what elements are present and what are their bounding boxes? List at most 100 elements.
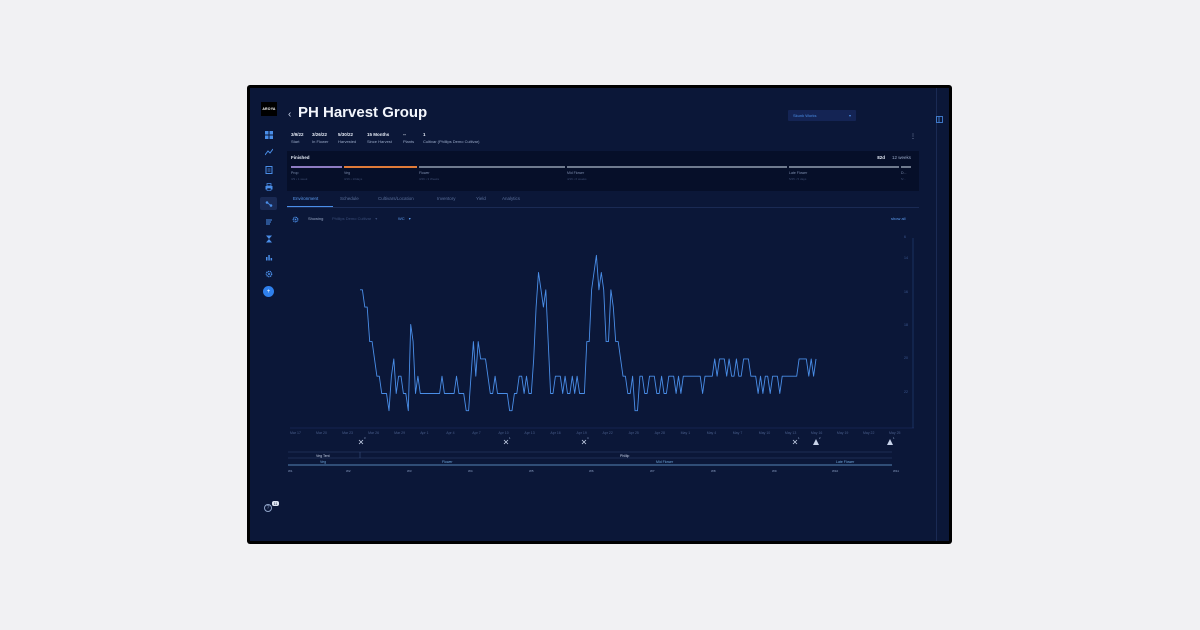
tab-yield[interactable]: Yield xyxy=(476,196,486,201)
x-tick-label: Apr 4 xyxy=(446,431,454,435)
week-label: W3 xyxy=(407,469,412,473)
alert-triangle-icon xyxy=(887,439,893,445)
x-tick-label: May 16 xyxy=(811,431,823,435)
x-tick-label: May 19 xyxy=(837,431,849,435)
panel-toggle-icon[interactable] xyxy=(936,116,944,124)
y-tick-label: 14 xyxy=(904,256,908,260)
parameter-selector[interactable]: WC ▾ xyxy=(398,216,411,221)
tab-cultivars-location[interactable]: Cultivars/Location xyxy=(378,196,414,201)
tab-inventory[interactable]: Inventory xyxy=(437,196,456,201)
app-logo[interactable]: AROYA xyxy=(261,102,277,116)
stage-bar-mid-flower xyxy=(567,166,787,168)
event-count-label: 3 xyxy=(364,436,366,440)
showing-label: Showing xyxy=(308,216,324,221)
cultivar-selector-value: Phillips Demo Cultivar xyxy=(332,216,372,221)
stage-label: Mid Flower xyxy=(567,171,585,175)
week-label: W1 xyxy=(288,469,293,473)
week-label: W6 xyxy=(589,469,594,473)
stage-status: Finished xyxy=(291,155,310,160)
stage-row-label: Late Flower xyxy=(836,460,855,464)
clipboard-icon[interactable] xyxy=(263,164,274,175)
event-marker-icon xyxy=(358,439,364,445)
meta-label: Cultivar (Phillips Demo Cultivar) xyxy=(423,139,480,144)
layers-icon[interactable] xyxy=(263,216,274,227)
meta-in-flower: 3/26/22 In Flower xyxy=(312,132,328,144)
x-tick-label: May 13 xyxy=(785,431,797,435)
event-count-label: 1 xyxy=(893,436,895,440)
meta-label: Start xyxy=(291,139,300,144)
event-count-label: 1 xyxy=(509,436,511,440)
stage-label: Late Flower xyxy=(789,171,808,175)
active-tab-indicator xyxy=(287,206,333,207)
alert-triangle-icon xyxy=(813,439,819,445)
right-panel-divider xyxy=(936,88,937,541)
cultivar-selector[interactable]: Phillips Demo Cultivar ▾ xyxy=(332,216,377,221)
help-icon[interactable]: ? xyxy=(264,504,272,512)
stage-sublabel: 5/... xyxy=(901,177,907,181)
x-tick-label: Apr 19 xyxy=(576,431,586,435)
x-tick-label: Apr 28 xyxy=(655,431,665,435)
y-tick-label: 6 xyxy=(904,235,906,239)
tab-analytics[interactable]: Analytics xyxy=(502,196,521,201)
meta-harvested: 5/30/22 Harvested xyxy=(338,132,356,144)
y-tick-label: 16 xyxy=(904,290,908,294)
stage-sublabel: 4/16 • 6 weeks xyxy=(567,177,587,181)
week-label: W4 xyxy=(468,469,473,473)
y-tick-label: 18 xyxy=(904,323,908,327)
x-tick-label: Apr 22 xyxy=(603,431,613,435)
tab-bar: Environment Schedule Cultivars/Location … xyxy=(287,193,919,208)
x-tick-label: Mar 29 xyxy=(394,431,405,435)
facility-dropdown-label: Skunk Works xyxy=(793,113,817,118)
event-count-label: 2 xyxy=(819,436,821,440)
x-tick-label: May 10 xyxy=(759,431,771,435)
week-label: W5 xyxy=(529,469,534,473)
stage-sublabel: 3/9 • 1 week xyxy=(291,177,308,181)
x-tick-label: May 7 xyxy=(733,431,743,435)
stage-bar-late-flower xyxy=(789,166,899,168)
trend-icon[interactable] xyxy=(263,146,274,157)
week-label: W8 xyxy=(711,469,716,473)
x-tick-label: May 25 xyxy=(889,431,901,435)
week-label: W9 xyxy=(772,469,777,473)
notification-badge: 11 xyxy=(272,501,279,506)
x-tick-label: Apr 1 xyxy=(420,431,428,435)
x-tick-label: Apr 16 xyxy=(550,431,560,435)
week-label: W10 xyxy=(832,469,839,473)
meta-since-harvest: 15 Months Since Harvest xyxy=(367,132,392,144)
meta-value: 15 Months xyxy=(367,132,390,137)
chart-settings-icon[interactable] xyxy=(292,216,299,223)
dashboard-icon[interactable] xyxy=(263,129,274,140)
stage-label: Prop xyxy=(291,171,299,175)
event-count-label: 4 xyxy=(587,436,589,440)
more-options-icon[interactable]: ⋮ xyxy=(910,134,916,140)
hourglass-icon[interactable] xyxy=(263,233,274,244)
chevron-down-icon: ▾ xyxy=(408,216,411,221)
stage-bar-dry xyxy=(901,166,911,168)
stage-weeks: 12 weeks xyxy=(891,155,911,160)
harvest-groups-icon[interactable] xyxy=(260,197,277,210)
analytics-icon[interactable] xyxy=(263,251,274,262)
meta-value: -- xyxy=(403,132,406,137)
tab-environment[interactable]: Environment xyxy=(293,196,319,201)
event-marker-icon xyxy=(581,439,587,445)
tab-schedule[interactable]: Schedule xyxy=(340,196,359,201)
x-tick-label: Apr 7 xyxy=(472,431,480,435)
chevron-down-icon: ▾ xyxy=(848,113,851,118)
x-tick-label: Apr 25 xyxy=(629,431,639,435)
stage-days: 82d xyxy=(877,155,885,160)
facility-dropdown[interactable]: Skunk Works ▾ xyxy=(788,110,856,121)
gear-icon[interactable] xyxy=(263,268,274,279)
printer-icon[interactable] xyxy=(263,181,274,192)
back-button[interactable]: ‹ xyxy=(288,109,292,120)
meta-cultivar[interactable]: 1 Cultivar (Phillips Demo Cultivar) xyxy=(423,132,479,144)
add-button[interactable]: + xyxy=(263,286,274,297)
x-tick-label: May 4 xyxy=(707,431,717,435)
x-tick-label: Apr 13 xyxy=(524,431,534,435)
meta-value: 3/26/22 xyxy=(312,132,328,137)
show-all-link[interactable]: show all xyxy=(891,216,906,221)
sidebar: AROYA xyxy=(250,88,286,541)
x-tick-label: Mar 17 xyxy=(290,431,301,435)
page-title: PH Harvest Group xyxy=(298,104,428,121)
y-tick-label: 22 xyxy=(904,390,908,394)
